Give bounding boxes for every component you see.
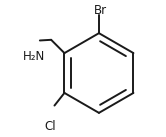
Text: Cl: Cl <box>45 120 56 133</box>
Text: Br: Br <box>94 4 108 17</box>
Text: H₂N: H₂N <box>23 50 45 63</box>
